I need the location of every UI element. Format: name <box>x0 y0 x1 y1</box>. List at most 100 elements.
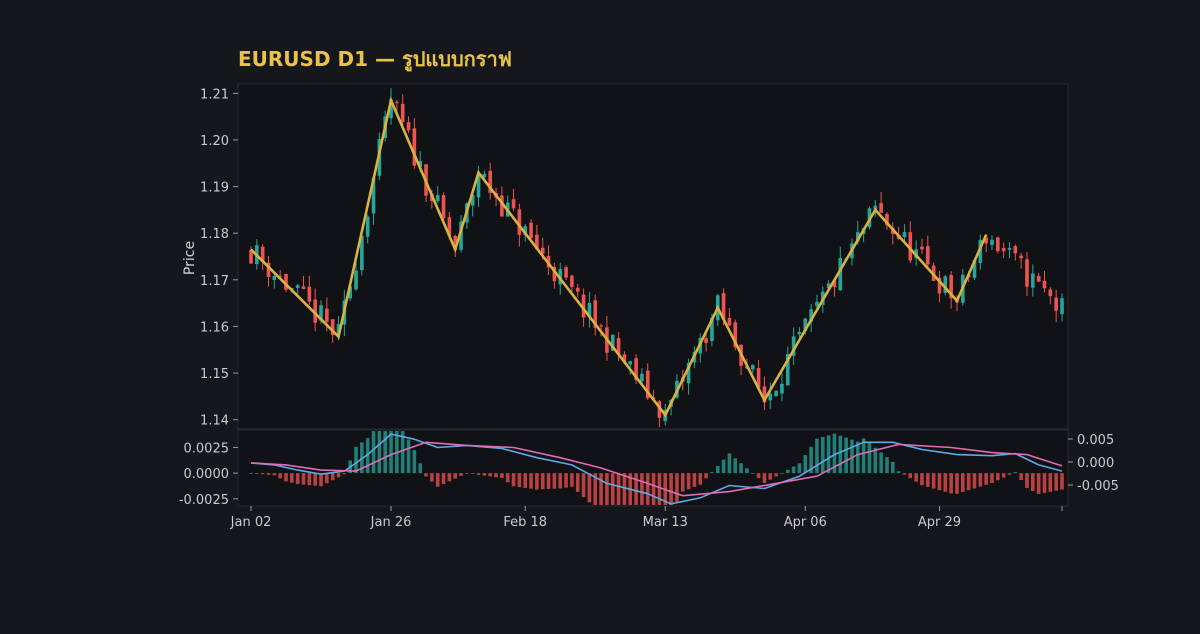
candle-body <box>354 270 358 290</box>
candle-body <box>616 338 621 355</box>
histogram-bar <box>605 473 609 505</box>
candle-body <box>780 383 784 394</box>
candle-body <box>920 246 924 250</box>
candle-body <box>319 305 323 321</box>
candle-body <box>925 246 930 265</box>
histogram-bar <box>925 473 930 487</box>
histogram-bar <box>488 473 493 477</box>
histogram-bar <box>972 473 977 489</box>
candle-body <box>838 258 843 291</box>
histogram-bar <box>249 473 253 474</box>
candle-body <box>482 173 487 178</box>
histogram-bar <box>826 435 831 474</box>
candle-body <box>704 338 708 343</box>
histogram-bar <box>500 473 504 479</box>
candle-body <box>348 286 352 299</box>
candle-body <box>278 275 282 277</box>
candle-body <box>540 247 545 254</box>
histogram-bar <box>1013 472 1018 474</box>
candle-body <box>815 301 819 307</box>
x-tick-label: Mar 13 <box>643 515 688 530</box>
candle-body <box>552 266 557 282</box>
histogram-bar <box>290 473 294 483</box>
candle-body <box>809 309 813 322</box>
candle-body <box>412 128 417 166</box>
candle-body <box>511 199 516 209</box>
indicator-right-tick-label: 0.005 <box>1077 433 1114 448</box>
y-tick-label: 1.17 <box>200 274 229 289</box>
histogram-bar <box>780 473 784 474</box>
histogram-bar <box>797 463 802 474</box>
histogram-bar <box>815 438 819 474</box>
indicator-left-tick-label: 0.0025 <box>184 441 230 456</box>
histogram-bar <box>260 473 265 475</box>
histogram-bar <box>476 473 481 475</box>
indicator-right-tick-label: 0.000 <box>1077 456 1114 471</box>
candle-body <box>797 332 802 335</box>
histogram-bar <box>820 436 825 474</box>
histogram-bar <box>733 458 738 474</box>
indicator-right-tick-label: -0.005 <box>1077 479 1119 494</box>
candle-body <box>593 300 598 328</box>
histogram-bar <box>465 473 469 474</box>
y-tick-label: 1.16 <box>200 320 229 335</box>
histogram-bar <box>803 455 808 474</box>
histogram-bar <box>832 433 837 474</box>
candle-body <box>885 213 889 226</box>
histogram-bar <box>955 473 959 494</box>
y-tick-label: 1.21 <box>200 87 229 102</box>
candle-body <box>622 354 627 362</box>
candle-body <box>733 322 738 348</box>
histogram-bar <box>558 473 563 489</box>
histogram-bar <box>896 471 901 474</box>
candle-body <box>1054 297 1058 311</box>
histogram-bar <box>383 431 388 474</box>
candle-body <box>1025 259 1029 287</box>
candle-body <box>710 317 714 342</box>
candle-body <box>628 361 633 365</box>
candle-body <box>260 246 265 262</box>
histogram-bar <box>470 473 475 474</box>
candle-body <box>330 319 335 336</box>
histogram-bar <box>616 473 621 505</box>
y-tick-label: 1.18 <box>200 227 229 242</box>
histogram-bar <box>850 439 854 474</box>
indicator-left-tick-label: -0.0025 <box>179 493 229 508</box>
candle-body <box>984 237 988 244</box>
candle-body <box>1060 298 1064 315</box>
candle-body <box>1013 246 1018 254</box>
histogram-bar <box>1054 473 1058 491</box>
histogram-bar <box>920 473 924 486</box>
histogram-bar <box>453 473 458 479</box>
histogram-bar <box>354 446 358 474</box>
candle-body <box>610 334 615 351</box>
histogram-bar <box>914 473 918 482</box>
candle-body <box>832 280 837 288</box>
candle-body <box>307 286 312 302</box>
histogram-bar <box>1060 473 1064 490</box>
histogram-bar <box>377 431 382 474</box>
histogram-bar <box>867 443 872 474</box>
candle-body <box>949 274 953 299</box>
histogram-bar <box>1036 473 1041 494</box>
histogram-bar <box>365 438 370 474</box>
candle-body <box>762 386 767 403</box>
x-tick-label: Feb 18 <box>503 515 547 530</box>
candle-body <box>459 221 463 250</box>
candle-body <box>774 390 778 397</box>
histogram-bar <box>593 473 598 505</box>
histogram-bar <box>844 437 848 474</box>
histogram-bar <box>791 466 796 474</box>
candle-body <box>1036 275 1041 282</box>
histogram-bar <box>645 473 650 505</box>
histogram-bar <box>1019 473 1023 480</box>
candle-body <box>476 175 481 198</box>
histogram-bar <box>1042 473 1047 493</box>
candle-body <box>640 373 644 382</box>
candle-body <box>1042 280 1047 289</box>
candle-body <box>943 276 948 293</box>
candle-body <box>645 370 650 399</box>
histogram-bar <box>1001 473 1006 478</box>
histogram-bar <box>511 473 516 487</box>
